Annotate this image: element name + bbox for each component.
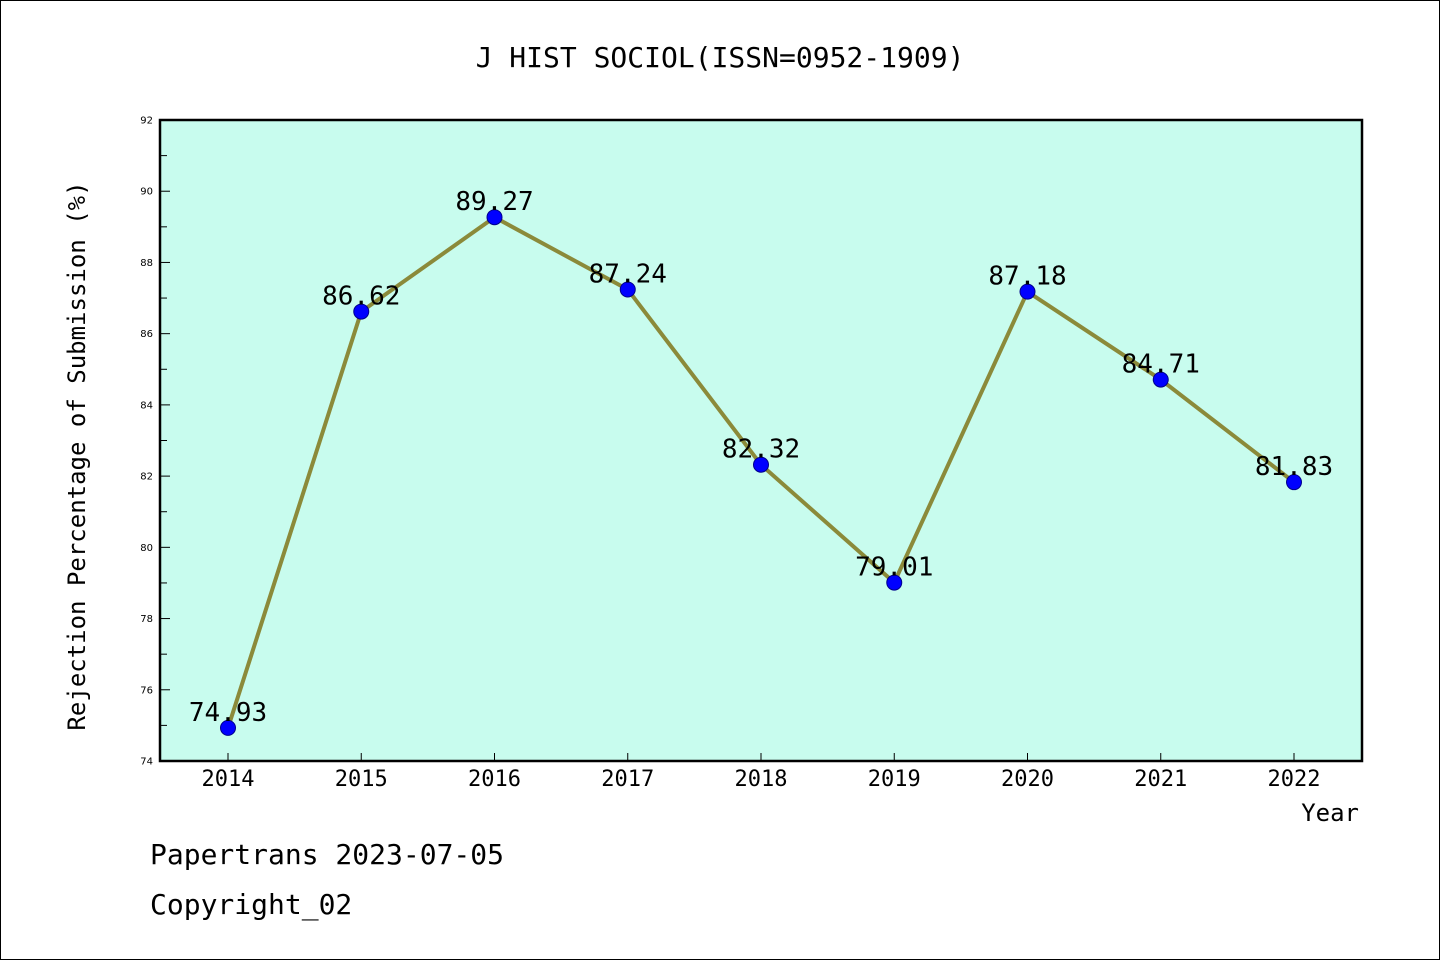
data-label: 89.27 [455, 187, 533, 217]
data-label: 81.83 [1255, 452, 1333, 482]
x-tick-label: 2017 [601, 767, 654, 792]
y-tick-label: 78 [140, 614, 153, 625]
data-label: 82.32 [722, 435, 800, 465]
y-tick-label: 88 [140, 258, 153, 269]
data-point-marker [886, 574, 903, 591]
data-labels-group: 74.93 86.62 89.27 87.24 82.32 79.01 87.18 84.71… [189, 187, 1333, 728]
y-tick-label: 86 [140, 329, 153, 340]
y-tick-label: 82 [140, 472, 153, 483]
x-tick-label: 2016 [468, 767, 521, 792]
data-label: 86.62 [322, 282, 400, 312]
data-label: 87.24 [589, 260, 667, 290]
data-label: 87.18 [988, 262, 1066, 292]
y-tick-label: 80 [140, 543, 153, 554]
data-label: 84.71 [1122, 350, 1200, 380]
footer-papertrans: Papertrans 2023-07-05 [150, 838, 504, 871]
x-axis-label: Year [1301, 799, 1359, 827]
x-tick-label: 2015 [335, 767, 388, 792]
data-point-marker [619, 281, 636, 298]
footer-copyright: Copyright_02 [150, 888, 352, 922]
y-tick-label: 84 [140, 400, 153, 411]
y-tick-label: 92 [140, 116, 153, 127]
data-point-marker [753, 456, 769, 473]
y-tick-label: 74 [140, 757, 153, 768]
y-tick-label: 90 [140, 187, 153, 198]
x-tick-label: 2020 [1001, 767, 1054, 792]
series-line-group [220, 209, 1302, 736]
data-point-marker [486, 209, 503, 226]
plot-area [158, 118, 1364, 763]
x-axis-ticks: 2014 2015 2016 2017 2018 2019 2020 2021 2022 [202, 753, 1321, 792]
data-point-marker [1152, 371, 1169, 388]
y-tick-label: 76 [140, 685, 153, 696]
data-point-marker [1286, 474, 1302, 491]
data-label: 79.01 [855, 553, 933, 583]
chart-title: J HIST SOCIOL(ISSN=0952-1909) [476, 41, 965, 74]
x-tick-label: 2021 [1134, 767, 1187, 792]
x-tick-label: 2019 [868, 767, 921, 792]
x-tick-label: 2014 [202, 767, 255, 792]
y-axis-label: Rejection Percentage of Submission (%) [63, 181, 91, 730]
y-axis-ticks: 74 76 78 80 82 84 86 88 90 92 [140, 116, 170, 768]
data-label: 74.93 [189, 698, 267, 728]
x-tick-label: 2022 [1268, 767, 1321, 792]
data-point-marker [220, 719, 236, 736]
x-tick-label: 2018 [735, 767, 788, 792]
data-point-marker [353, 303, 370, 320]
data-point-marker [1019, 283, 1036, 300]
